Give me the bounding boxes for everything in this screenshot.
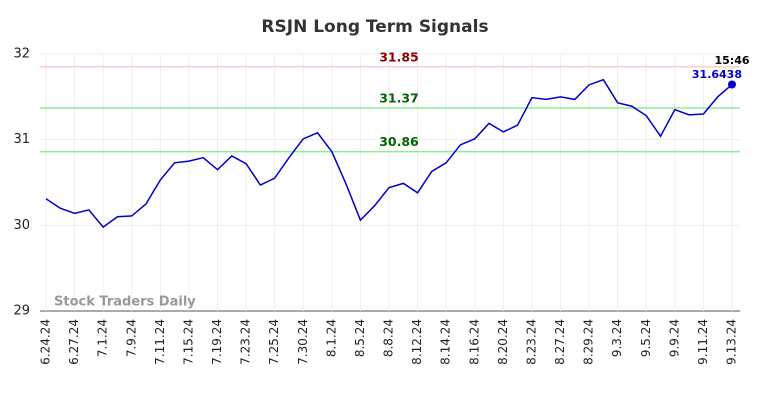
y-tick-label: 30: [13, 218, 30, 233]
last-point: [728, 80, 736, 89]
x-tick-label: 8.23.24: [524, 319, 538, 365]
x-tick-label: 7.15.24: [181, 319, 195, 365]
x-tick-label: 9.9.24: [667, 319, 681, 357]
x-tick-label: 7.30.24: [296, 319, 310, 365]
x-tick-label: 8.29.24: [582, 319, 596, 365]
x-tick-label: 9.13.24: [725, 319, 739, 365]
signal-label: 31.85: [379, 49, 419, 64]
x-tick-label: 7.11.24: [153, 319, 167, 365]
last-value: 31.6438: [692, 68, 742, 81]
y-tick-label: 31: [13, 132, 30, 147]
signal-label: 30.86: [379, 134, 419, 149]
x-tick-label: 8.27.24: [553, 319, 567, 365]
price-line: [45, 78, 733, 229]
x-tick-label: 8.20.24: [496, 319, 510, 365]
x-tick-label: 9.11.24: [696, 319, 710, 365]
x-tick-label: 6.27.24: [67, 319, 81, 365]
x-tick-label: 8.14.24: [439, 319, 453, 365]
x-tick-label: 8.1.24: [324, 319, 338, 357]
x-tick-label: 9.5.24: [639, 319, 653, 357]
chart-title: RSJN Long Term Signals: [261, 17, 488, 37]
x-tick-label: 8.12.24: [410, 319, 424, 365]
x-tick-label: 7.23.24: [239, 319, 253, 365]
x-tick-label: 7.19.24: [210, 319, 224, 365]
x-tick-label: 7.9.24: [124, 319, 138, 357]
x-tick-label: 7.25.24: [267, 319, 281, 365]
x-tick-label: 8.5.24: [353, 319, 367, 357]
last-time: 15:46: [714, 54, 749, 67]
watermark: Stock Traders Daily: [54, 295, 196, 310]
x-tick-label: 8.8.24: [382, 319, 396, 357]
x-tick-label: 6.24.24: [39, 319, 53, 365]
x-tick-label: 8.16.24: [467, 319, 481, 365]
y-tick-label: 32: [13, 47, 30, 62]
x-tick-label: 7.1.24: [96, 319, 110, 357]
x-tick-label: 9.3.24: [610, 319, 624, 357]
signal-label: 31.37: [379, 90, 419, 105]
y-tick-label: 29: [13, 304, 30, 319]
